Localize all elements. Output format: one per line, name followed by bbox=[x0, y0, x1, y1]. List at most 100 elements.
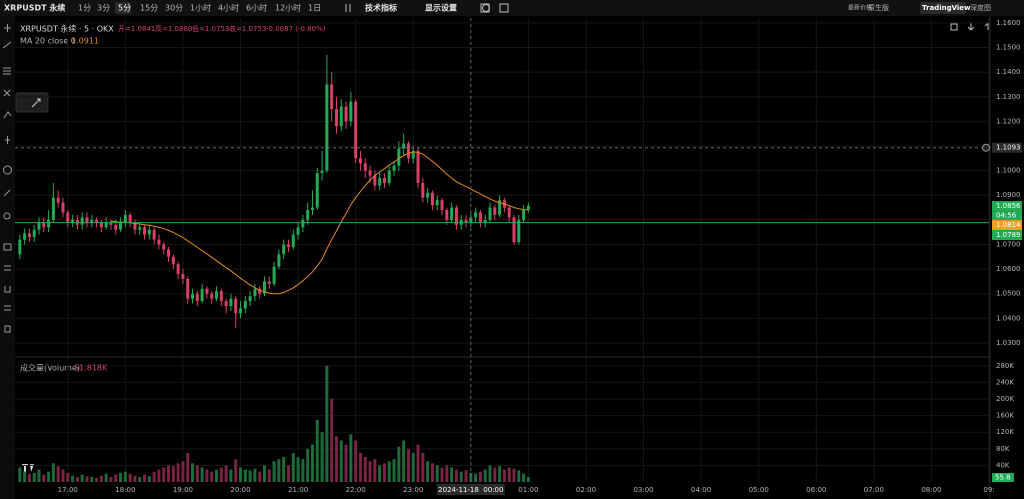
candle-body bbox=[358, 158, 362, 164]
x-tick-label: 19:00 bbox=[173, 486, 193, 494]
delete-tool[interactable] bbox=[4, 325, 11, 333]
countdown-label: 04:56 bbox=[996, 212, 1017, 220]
candle-body bbox=[171, 256, 175, 265]
interval-button[interactable]: 3分 bbox=[97, 4, 110, 13]
trendline-tool[interactable] bbox=[2, 41, 12, 49]
floating-toolbox[interactable] bbox=[15, 92, 49, 113]
candle-body bbox=[71, 219, 75, 223]
price-tag bbox=[992, 230, 1022, 241]
y-tick-label: 1.0700 bbox=[996, 240, 1021, 248]
y-tick-label: 1.0600 bbox=[996, 265, 1021, 273]
volume-bar bbox=[133, 475, 137, 482]
chart-title: XRPUSDT 永续 · 5 · OKX bbox=[20, 24, 114, 34]
candle-body bbox=[310, 207, 314, 211]
tool-button[interactable]: 显示设置 bbox=[425, 3, 457, 13]
y-tick-label: 1.0900 bbox=[996, 191, 1021, 199]
grid bbox=[15, 18, 990, 482]
ohlc-label: 开=1.0841 bbox=[118, 25, 155, 33]
candle-body bbox=[210, 293, 214, 299]
volume-bar bbox=[286, 465, 290, 482]
y-tick-label: 1.1600 bbox=[996, 19, 1021, 27]
volume-bar bbox=[152, 471, 156, 482]
candle-body bbox=[286, 244, 290, 247]
volume-last-label: 55.8 bbox=[995, 474, 1011, 482]
interval-button[interactable]: 15分 bbox=[140, 4, 158, 13]
interval-button[interactable]: 6小时 bbox=[246, 3, 267, 13]
volume-bar bbox=[368, 461, 372, 482]
view-button[interactable]: TradingView bbox=[922, 4, 971, 12]
volume-bar bbox=[56, 466, 60, 482]
volume-bar bbox=[488, 465, 492, 482]
candle-body bbox=[430, 192, 434, 206]
candle-body bbox=[42, 222, 46, 228]
symbol[interactable]: XRPUSDT 永续 bbox=[4, 3, 65, 13]
x-tick-label: 05:00 bbox=[749, 486, 769, 494]
visibility-tool[interactable] bbox=[4, 305, 11, 311]
candle-body bbox=[411, 150, 415, 159]
fib-tool[interactable] bbox=[3, 67, 11, 75]
interval-button[interactable]: 30分 bbox=[165, 4, 183, 13]
volume-bar bbox=[243, 469, 247, 482]
interval-button[interactable]: 4小时 bbox=[218, 3, 239, 13]
volume-bar bbox=[459, 471, 463, 482]
text-tool[interactable] bbox=[5, 136, 10, 144]
magnet-tool[interactable] bbox=[3, 243, 12, 251]
measure-tool[interactable] bbox=[3, 165, 12, 175]
tool-button[interactable]: 技术指标 bbox=[365, 3, 397, 13]
price-axis bbox=[990, 16, 1024, 499]
screenshot-icon[interactable] bbox=[480, 3, 490, 13]
lock-tool[interactable] bbox=[4, 265, 11, 271]
candle-body bbox=[512, 217, 516, 243]
volume-bar bbox=[80, 474, 84, 482]
candle-body bbox=[440, 200, 444, 211]
download-icon[interactable] bbox=[967, 23, 975, 31]
volume-bar bbox=[382, 463, 386, 482]
candle-body bbox=[95, 219, 99, 223]
view-button[interactable]: 深度图 bbox=[970, 3, 991, 12]
volume-bar bbox=[215, 469, 219, 482]
interval-button[interactable]: 1分 bbox=[78, 4, 91, 13]
volume-bar bbox=[61, 469, 65, 482]
interval-highlight bbox=[115, 2, 131, 14]
candle-body bbox=[488, 207, 492, 220]
volume-bar bbox=[378, 465, 382, 482]
interval-button[interactable]: 1日 bbox=[308, 4, 321, 13]
candle-body bbox=[18, 239, 22, 255]
panel-icon[interactable] bbox=[950, 23, 958, 31]
candle-body bbox=[498, 200, 502, 215]
crosshair-x-tag bbox=[436, 484, 505, 495]
interval-button[interactable]: 5分 bbox=[118, 4, 131, 13]
candle-body bbox=[248, 296, 252, 302]
candle-body bbox=[152, 229, 156, 240]
zoom-tool[interactable] bbox=[3, 212, 11, 220]
candle-body bbox=[315, 173, 319, 208]
candle-body bbox=[291, 234, 295, 247]
y-tick-label: 160K bbox=[996, 412, 1014, 420]
volume-bar bbox=[191, 463, 195, 482]
settings-icon[interactable] bbox=[482, 4, 490, 12]
candle-body bbox=[157, 239, 161, 245]
ruler-tool[interactable] bbox=[3, 189, 11, 197]
y-tick-label: 1.1400 bbox=[996, 68, 1021, 76]
candle-body bbox=[23, 233, 27, 240]
volume-bar bbox=[258, 471, 262, 482]
price-mode[interactable]: 最新价格 bbox=[848, 4, 872, 12]
volume-bar bbox=[66, 472, 70, 482]
compare-icon[interactable] bbox=[345, 4, 351, 12]
interval-button[interactable]: 1小时 bbox=[190, 3, 211, 13]
candle-body bbox=[507, 207, 511, 218]
pattern-tool[interactable] bbox=[3, 89, 11, 97]
volume-bar bbox=[344, 444, 348, 482]
hide-tool[interactable] bbox=[4, 286, 11, 293]
candle-body bbox=[373, 175, 377, 186]
crosshair-tool[interactable] bbox=[4, 24, 11, 32]
add-alert[interactable] bbox=[982, 143, 990, 152]
view-button[interactable]: 原生版 bbox=[868, 3, 889, 12]
interval-button[interactable]: 12小时 bbox=[275, 3, 301, 13]
y-tick-label: 1.1000 bbox=[996, 167, 1021, 175]
fullscreen-icon[interactable] bbox=[499, 3, 509, 13]
candle-body bbox=[344, 106, 348, 122]
brush-tool[interactable] bbox=[3, 111, 12, 119]
